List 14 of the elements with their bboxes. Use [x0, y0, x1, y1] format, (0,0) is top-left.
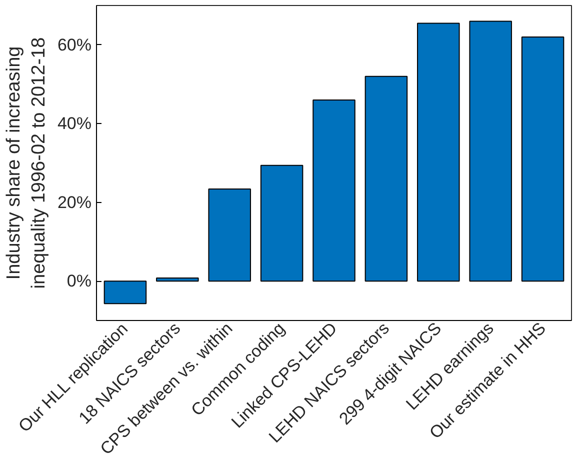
bar	[521, 36, 564, 282]
bar	[364, 76, 408, 282]
y-tick-label: 60%	[57, 35, 92, 54]
bar	[208, 188, 251, 282]
y-tick-label: 40%	[57, 114, 92, 134]
bar	[104, 280, 147, 304]
bar	[312, 100, 356, 282]
bar	[260, 164, 304, 282]
y-tick-label: 0%	[66, 272, 92, 291]
bar	[469, 20, 512, 282]
bar	[417, 22, 460, 282]
bar	[156, 277, 199, 282]
y-axis-title: Industry share of increasing inequality 1996-02 to 2012-18	[3, 37, 50, 289]
y-tick-label: 20%	[57, 192, 92, 212]
